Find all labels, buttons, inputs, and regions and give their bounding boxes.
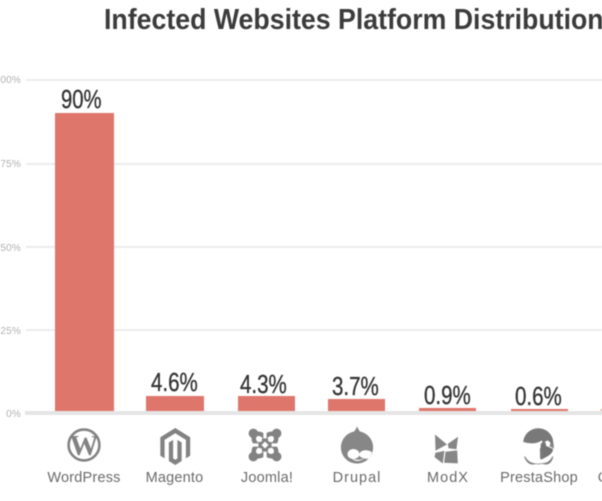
svg-text:W: W [70,430,99,462]
